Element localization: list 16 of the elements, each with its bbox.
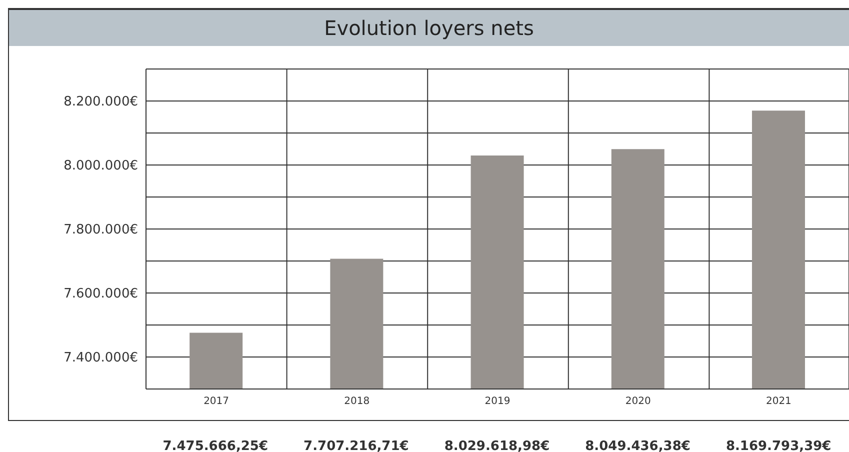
x-tick-label: 2020 (625, 396, 651, 408)
y-tick-label: 7.800.000€ (64, 222, 138, 238)
y-tick-label: 7.600.000€ (64, 286, 138, 302)
data-label: 7.475.666,25€ (162, 439, 270, 452)
x-tick-label: 2018 (344, 396, 370, 408)
x-tick-label: 2021 (766, 396, 792, 408)
data-label: 8.049.436,38€ (584, 439, 692, 452)
y-tick-label: 8.000.000€ (64, 158, 138, 174)
y-tick-label: 7.400.000€ (64, 350, 138, 366)
x-tick-label: 2017 (204, 396, 230, 408)
data-label: 7.707.216,71€ (302, 439, 410, 452)
data-label: 8.169.793,39€ (724, 439, 832, 452)
data-label: 8.029.618,98€ (443, 439, 551, 452)
chart-title: Evolution loyers nets (8, 10, 849, 46)
y-tick-label: 8.200.000€ (64, 94, 138, 110)
x-tick-label: 2019 (484, 396, 510, 408)
